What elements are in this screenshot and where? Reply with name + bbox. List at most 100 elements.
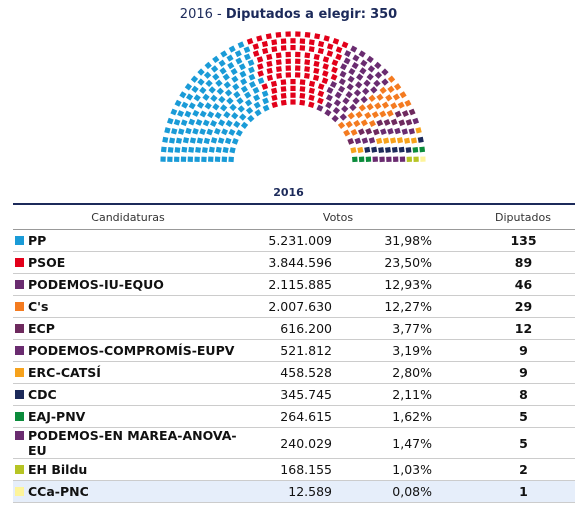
seat [317, 40, 325, 48]
seat [308, 87, 315, 94]
seat [360, 59, 368, 67]
seat [379, 156, 385, 163]
seat [331, 114, 339, 123]
header-total: 350 [370, 7, 398, 22]
seat [222, 146, 229, 154]
swatch [15, 302, 24, 311]
seat [252, 50, 260, 57]
seats: 1 [432, 480, 575, 503]
seat [295, 31, 301, 37]
seat [382, 137, 390, 144]
seat [299, 79, 306, 86]
seat [271, 101, 278, 109]
seat [326, 50, 334, 57]
row: ECP 616.200 3,77% 12 [13, 317, 575, 340]
seat [375, 137, 383, 145]
seat [419, 146, 426, 153]
row: PODEMOS-EN MAREA-ANOVA-EU 240.029 1,47% 5 [13, 427, 575, 459]
seat [171, 128, 178, 135]
seat [210, 94, 218, 102]
seat [335, 46, 343, 54]
seat [173, 119, 181, 126]
party-seats [337, 75, 412, 137]
seat [355, 81, 363, 89]
swatch [15, 390, 24, 399]
seat [202, 93, 210, 101]
seat [357, 128, 365, 136]
seat [193, 94, 201, 102]
seat [208, 86, 216, 94]
seat [365, 156, 372, 163]
name-cell: ECP [13, 317, 244, 340]
seat [398, 146, 405, 153]
seat [393, 83, 402, 91]
seat [339, 70, 347, 78]
seat [221, 156, 228, 163]
seat [353, 119, 361, 128]
seat [199, 128, 206, 135]
seat [249, 81, 257, 89]
seat [290, 79, 296, 85]
seat [181, 101, 189, 109]
party-name: ECP [28, 321, 55, 336]
row: EAJ-PNV 264.615 1,62% 5 [13, 405, 575, 428]
seat [220, 104, 228, 112]
seat [354, 137, 362, 145]
swatch [15, 236, 24, 245]
seat [323, 35, 330, 42]
seat [222, 73, 230, 81]
seat [412, 146, 419, 153]
seat [224, 89, 233, 97]
seat [408, 108, 416, 116]
party-seats [316, 45, 389, 123]
seat [357, 146, 364, 154]
seat [204, 102, 212, 110]
swatch [15, 431, 24, 440]
seat [243, 46, 251, 54]
seat [248, 66, 255, 74]
seat [368, 137, 376, 144]
seat [374, 102, 382, 110]
seats: 12 [432, 317, 575, 340]
seat [201, 156, 207, 163]
seat [210, 65, 219, 73]
seat [391, 146, 398, 153]
seat [290, 85, 296, 91]
seat [364, 146, 371, 153]
seat [231, 75, 239, 83]
seat [343, 129, 351, 137]
seat [238, 63, 246, 71]
seat [160, 146, 167, 153]
seat [370, 86, 378, 94]
seat [237, 41, 245, 49]
seat [275, 66, 282, 72]
row: PODEMOS-IU-EQUO 2.115.885 12,93% 46 [13, 273, 575, 296]
seat [248, 73, 256, 81]
seat [188, 102, 196, 110]
seat [215, 79, 223, 87]
seat [316, 97, 324, 105]
swatch [15, 368, 24, 377]
seat [390, 118, 398, 126]
seat [237, 105, 245, 113]
seat [170, 108, 178, 116]
seat [252, 43, 260, 50]
seat [334, 91, 342, 99]
seat [383, 119, 391, 126]
seat [404, 99, 412, 107]
seats: 5 [432, 427, 575, 459]
votes: 264.615 [244, 405, 332, 428]
seat [270, 80, 278, 87]
seat [339, 113, 347, 121]
party-seats [420, 156, 426, 162]
seat [275, 31, 282, 38]
seat [351, 62, 359, 70]
seat [226, 97, 234, 105]
seat [363, 79, 371, 87]
seats: 5 [432, 405, 575, 428]
seat [412, 117, 420, 125]
seat [184, 110, 192, 118]
seat [162, 136, 169, 143]
seat [401, 128, 409, 135]
seat [303, 72, 310, 79]
